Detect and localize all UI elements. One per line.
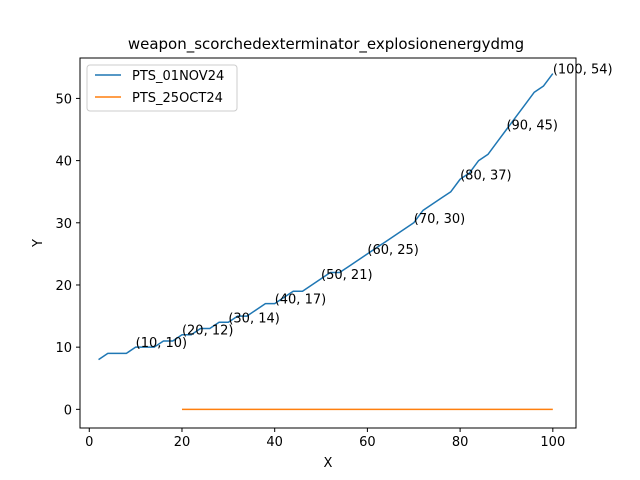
legend-label-pts-01nov24: PTS_01NOV24 xyxy=(132,69,224,84)
y-tick-label: 10 xyxy=(55,341,72,356)
point-annotation: (90, 45) xyxy=(506,119,557,134)
y-tick-label: 30 xyxy=(55,217,72,232)
y-axis-label: Y xyxy=(31,239,46,248)
x-tick-label: 60 xyxy=(359,435,376,450)
legend: PTS_01NOV24 PTS_25OCT24 xyxy=(86,64,238,112)
point-annotation: (50, 21) xyxy=(321,268,373,283)
chart-title: weapon_scorchedexterminator_explosionene… xyxy=(128,35,524,54)
point-annotation: (20, 12) xyxy=(182,324,234,339)
point-annotation: (30, 14) xyxy=(228,311,280,326)
x-tick-label: 80 xyxy=(452,435,469,450)
x-tick-label: 100 xyxy=(540,435,565,450)
legend-label-pts-25oct24: PTS_25OCT24 xyxy=(132,91,223,106)
x-tick-label: 40 xyxy=(266,435,283,450)
point-annotation: (80, 37) xyxy=(460,168,512,183)
point-annotation: (10, 10) xyxy=(136,336,188,351)
y-tick-label: 40 xyxy=(55,155,72,170)
y-tick-label: 50 xyxy=(55,92,72,107)
point-annotation: (70, 30) xyxy=(414,212,466,227)
y-tick-label: 20 xyxy=(55,279,72,294)
axis-ticks: 0 20 40 60 80 100 0 10 20 30 40 50 xyxy=(55,92,565,450)
x-tick-label: 0 xyxy=(85,435,93,450)
x-axis-label: X xyxy=(324,456,333,471)
y-tick-label: 0 xyxy=(64,403,72,418)
plot-frame xyxy=(79,57,577,429)
series-line-pts-01nov24 xyxy=(98,73,554,361)
point-annotation: (60, 25) xyxy=(367,243,419,258)
x-tick-label: 20 xyxy=(174,435,191,450)
legend-box xyxy=(86,64,238,112)
plot-area: (10, 10)(20, 12)(30, 14) (40, 17) (50, 21)… xyxy=(98,63,613,411)
point-annotation: (40, 17) xyxy=(275,293,327,308)
point-annotation: (100, 54) xyxy=(553,63,613,78)
